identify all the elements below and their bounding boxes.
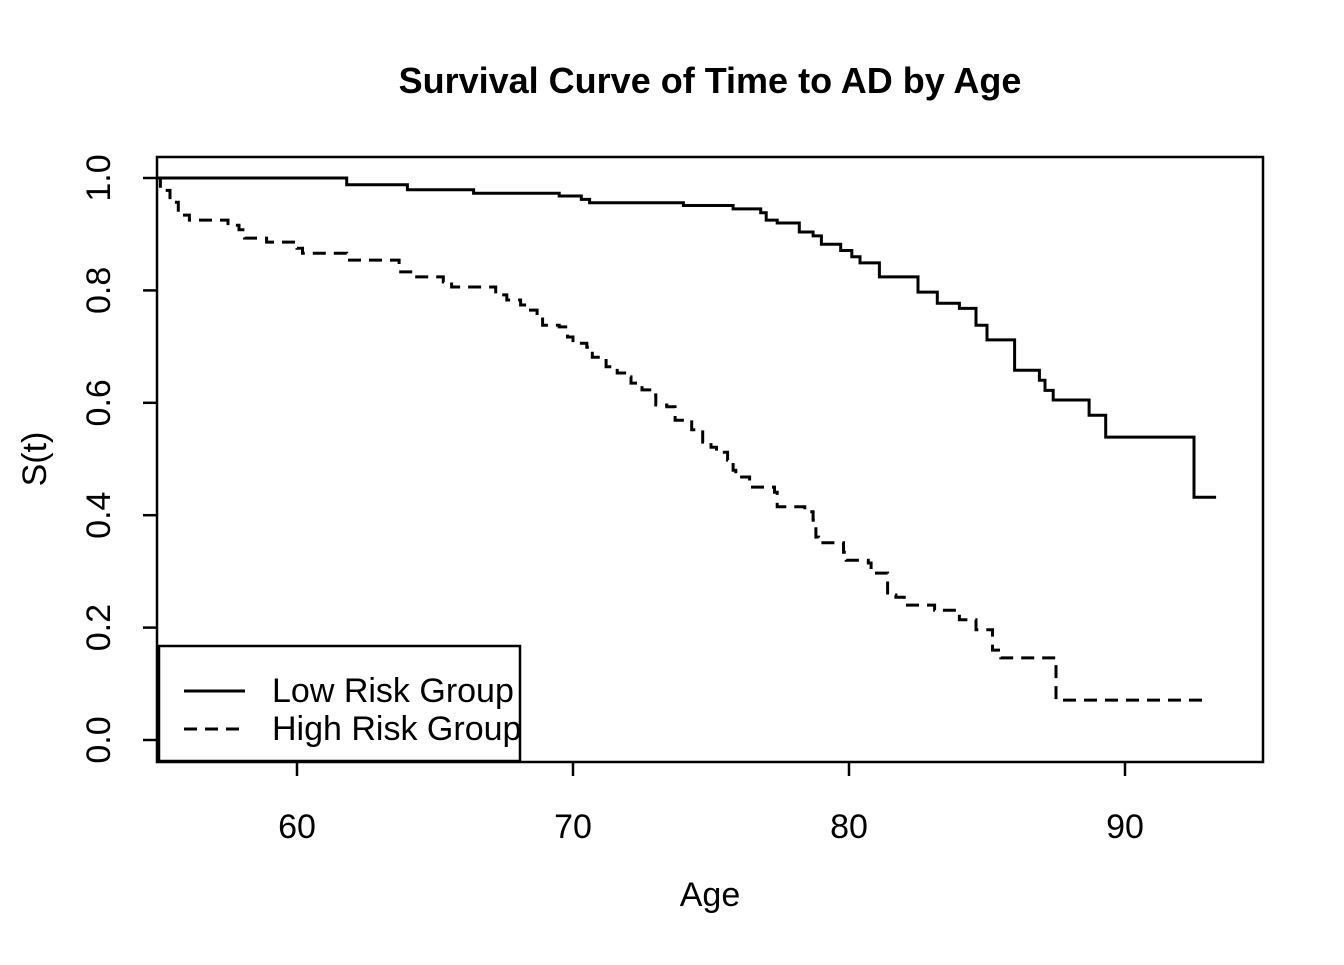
x-axis-tick-labels: 60 70 80 90 — [278, 808, 1144, 846]
x-tick-label-60: 60 — [278, 808, 316, 846]
y-tick-label-1.0: 1.0 — [80, 154, 118, 201]
y-axis-tick-labels: 0.0 0.2 0.4 0.6 0.8 1.0 — [80, 154, 118, 763]
y-tick-label-0.4: 0.4 — [80, 492, 118, 539]
plot-box — [155, 155, 1265, 764]
legend: Low Risk Group High Risk Group — [157, 644, 522, 763]
chart-title: Survival Curve of Time to AD by Age — [399, 60, 1022, 101]
y-tick-label-0.2: 0.2 — [80, 604, 118, 651]
x-tick-label-90: 90 — [1106, 808, 1144, 846]
x-axis-title: Age — [680, 876, 741, 914]
legend-box — [157, 644, 522, 763]
high-risk-curve — [157, 176, 1208, 702]
x-tick-label-70: 70 — [554, 808, 592, 846]
axis-tick-marks — [143, 176, 1127, 776]
y-tick-label-0.8: 0.8 — [80, 267, 118, 314]
y-tick-label-0.6: 0.6 — [80, 379, 118, 426]
legend-label-high-risk: High Risk Group — [272, 710, 521, 748]
legend-label-low-risk: Low Risk Group — [272, 672, 514, 710]
y-axis-title: S(t) — [16, 432, 54, 487]
low-risk-curve — [157, 176, 1217, 499]
y-tick-label-0.0: 0.0 — [80, 716, 118, 763]
x-tick-label-80: 80 — [830, 808, 868, 846]
